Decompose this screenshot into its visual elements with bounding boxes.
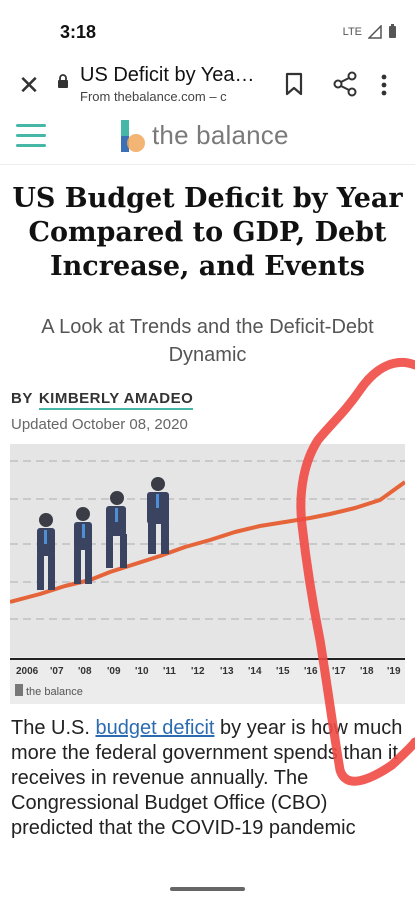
year-label: '19 xyxy=(387,666,401,677)
byline: BY KIMBERLY AMADEO xyxy=(11,390,194,410)
article-subheadline: A Look at Trends and the Deficit-Debt Dy… xyxy=(41,316,374,366)
year-label: '18 xyxy=(360,666,374,677)
logo-icon[interactable] xyxy=(120,120,146,152)
year-label: '13 xyxy=(220,666,234,677)
site-logo-text[interactable]: the balance xyxy=(152,120,289,150)
status-time: 3:18 xyxy=(60,22,97,42)
budget-deficit-link[interactable]: budget deficit xyxy=(95,717,215,739)
year-label: '17 xyxy=(332,666,346,677)
author-link[interactable]: KIMBERLY AMADEO xyxy=(38,390,194,410)
lock-icon xyxy=(58,74,68,88)
year-label: '10 xyxy=(135,666,149,677)
businessman-figures xyxy=(37,477,169,590)
article-headline: US Budget Deficit by Year Compared to GD… xyxy=(12,183,403,282)
status-icons: LTE xyxy=(343,24,397,39)
status-bar: 3:18 LTE xyxy=(0,0,415,62)
year-label: '08 xyxy=(78,666,92,677)
year-label: 2006 xyxy=(16,666,39,677)
site-header: the balance xyxy=(0,110,415,165)
year-label: '12 xyxy=(191,666,205,677)
gesture-bar[interactable] xyxy=(170,887,245,891)
network-type: LTE xyxy=(342,25,362,38)
page-url: From thebalance.com – c xyxy=(80,89,227,104)
menu-icon[interactable] xyxy=(16,124,46,148)
updated-date: Updated October 08, 2020 xyxy=(11,416,188,433)
byline-label: BY xyxy=(11,390,33,407)
watermark: the balance xyxy=(15,684,83,698)
bookmark-icon[interactable] xyxy=(284,72,304,96)
article-body: The U.S. budget deficit by year is how m… xyxy=(11,716,406,841)
year-label: '15 xyxy=(276,666,290,677)
signal-icon xyxy=(368,24,382,39)
body-text: The U.S. xyxy=(11,717,90,739)
close-icon[interactable]: ✕ xyxy=(18,70,40,100)
year-label: '14 xyxy=(248,666,262,677)
battery-icon xyxy=(389,24,396,38)
year-label: '11 xyxy=(163,666,176,677)
year-label: '07 xyxy=(50,666,64,677)
watermark-text: the balance xyxy=(26,686,83,698)
browser-toolbar: ✕ US Deficit by Yea… From thebalance.com… xyxy=(0,62,415,110)
hero-illustration: 2006 '07 '08 '09 '10 '11 '12 '13 '14 '15… xyxy=(10,444,405,704)
more-options-icon[interactable] xyxy=(380,72,388,98)
share-icon[interactable] xyxy=(333,71,357,97)
year-label: '09 xyxy=(107,666,121,677)
page-title: US Deficit by Yea… xyxy=(80,64,255,86)
year-label: '16 xyxy=(304,666,318,677)
